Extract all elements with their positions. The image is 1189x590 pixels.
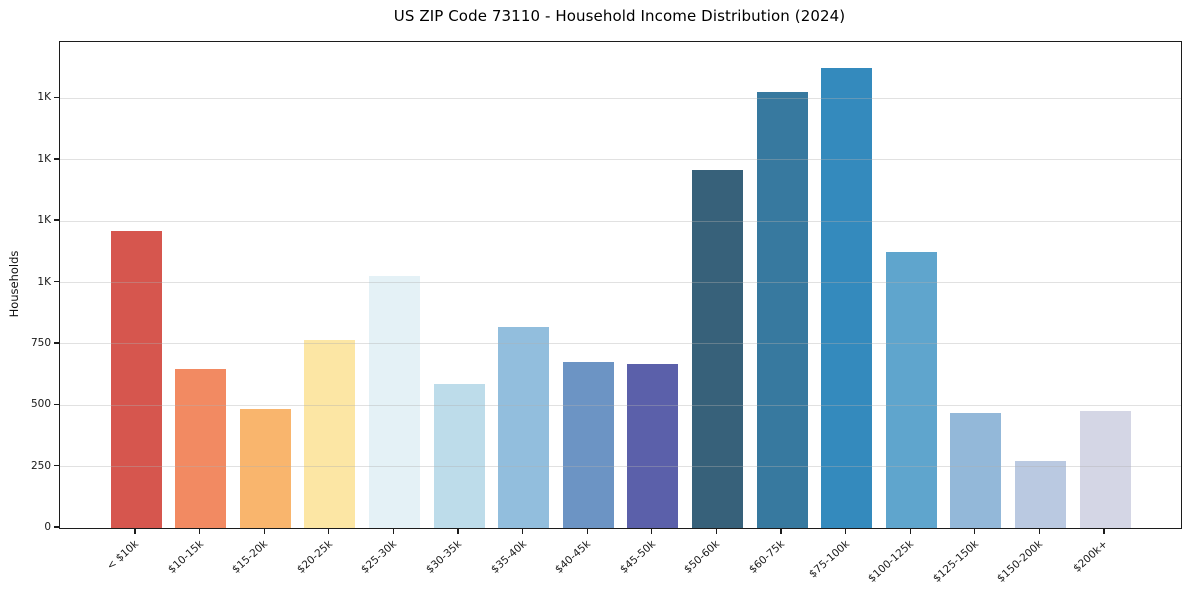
chart-title: US ZIP Code 73110 - Household Income Dis… (393, 7, 846, 25)
y-tick-label: 1K (37, 91, 51, 104)
plot-area (59, 41, 1182, 529)
y-tick-label: 750 (30, 336, 51, 349)
bar (562, 362, 614, 528)
x-tick-label: < $10k (104, 538, 142, 573)
y-tick-label: 500 (30, 398, 51, 411)
bar (304, 339, 356, 528)
bar (498, 326, 550, 528)
gridline (60, 282, 1181, 284)
bar (756, 91, 808, 528)
x-tick-mark (457, 529, 459, 534)
x-tick-mark (1103, 529, 1105, 534)
x-tick-mark (521, 529, 524, 534)
y-tick-mark (54, 464, 59, 467)
x-tick-mark (198, 529, 201, 534)
x-tick-mark (1038, 529, 1041, 534)
bar (821, 67, 873, 528)
bar (691, 170, 743, 528)
x-tick-mark (780, 529, 782, 534)
y-tick-mark (54, 526, 59, 528)
y-tick-label: 1K (37, 214, 51, 227)
x-tick-mark (909, 529, 911, 534)
y-tick-mark (54, 403, 59, 405)
gridline (60, 97, 1181, 99)
bar (1014, 461, 1066, 528)
y-tick-mark (54, 342, 59, 344)
x-tick-mark (392, 529, 395, 534)
y-tick-mark (54, 158, 59, 160)
bar (239, 408, 291, 528)
y-tick-label: 0 (44, 521, 51, 533)
x-tick-mark (974, 529, 976, 534)
y-tick-mark (54, 280, 59, 283)
bar (950, 413, 1002, 528)
gridline (60, 220, 1181, 222)
gridline (60, 159, 1181, 161)
x-tick-mark (844, 529, 847, 534)
x-tick-mark (586, 529, 588, 534)
bar (433, 383, 485, 528)
bar (1079, 411, 1131, 528)
bar (885, 251, 937, 528)
x-tick-mark (263, 529, 265, 534)
y-tick-label: 250 (30, 459, 51, 472)
bar (627, 364, 679, 528)
gridline (60, 466, 1181, 468)
bar (110, 231, 162, 528)
bar (368, 275, 420, 528)
gridline (60, 404, 1181, 406)
y-tick-label: 1K (37, 152, 51, 165)
gridline (60, 343, 1181, 345)
x-tick-mark (328, 529, 330, 534)
bar (175, 368, 227, 528)
x-tick-mark (715, 529, 718, 534)
y-tick-mark (54, 219, 59, 221)
x-tick-mark (134, 529, 136, 534)
x-tick-mark (651, 529, 653, 534)
y-tick-mark (54, 96, 59, 99)
y-tick-label: 1K (37, 275, 51, 288)
